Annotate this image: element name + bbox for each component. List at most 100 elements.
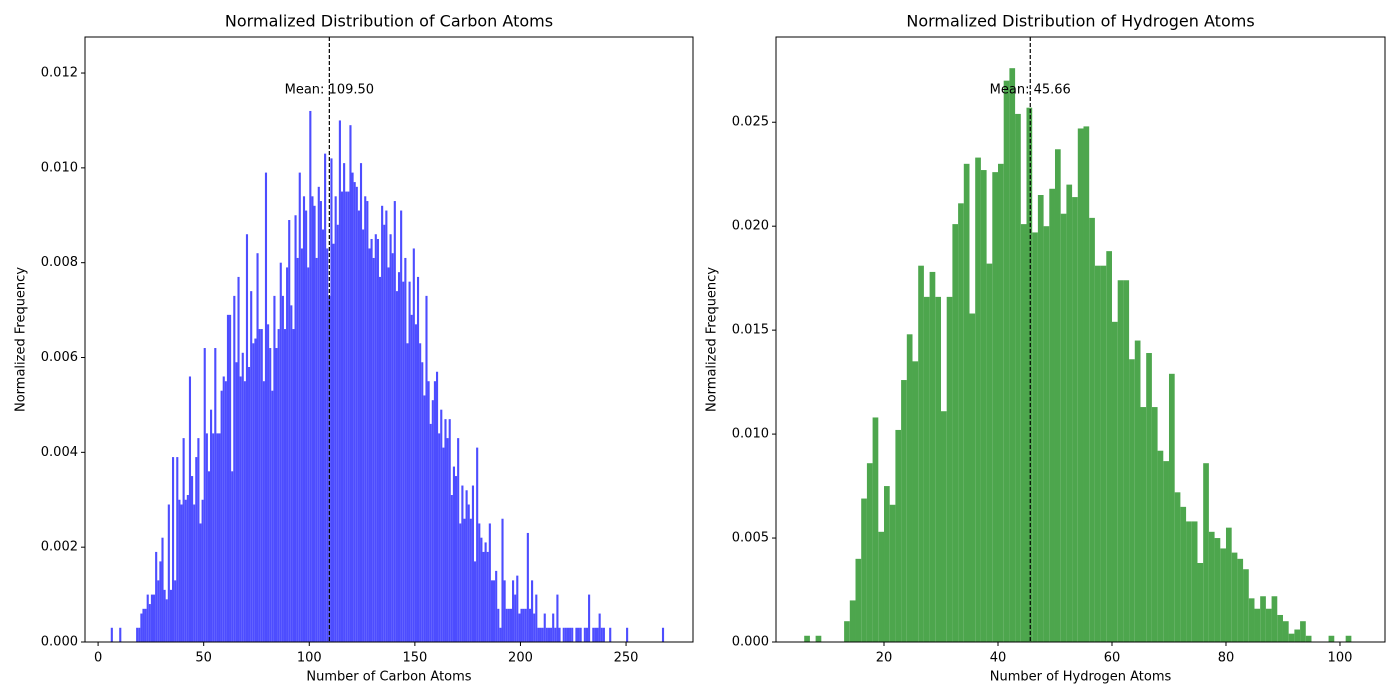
bar: [539, 627, 542, 642]
bar: [294, 215, 297, 642]
bar: [446, 438, 449, 642]
bar: [245, 234, 249, 642]
bar: [512, 580, 515, 642]
bar: [201, 499, 204, 642]
bar: [197, 438, 200, 642]
bar: [1237, 558, 1244, 642]
y-tick-label: 0.004: [41, 445, 78, 460]
bar: [275, 348, 278, 642]
bar: [248, 367, 251, 642]
x-tick-label: 0: [94, 651, 102, 666]
bar: [332, 243, 335, 643]
bar: [315, 257, 318, 642]
bar: [1231, 552, 1238, 642]
bar: [980, 170, 987, 643]
bar: [343, 163, 346, 642]
bar: [1094, 265, 1101, 642]
bar: [465, 490, 468, 642]
bar: [142, 608, 145, 642]
bar: [136, 627, 139, 642]
bar: [522, 608, 525, 642]
bar: [376, 238, 379, 642]
bar: [537, 627, 540, 642]
bar: [1083, 126, 1090, 643]
bar: [146, 594, 149, 642]
bar: [901, 380, 907, 642]
bar: [298, 172, 301, 642]
bar: [159, 561, 162, 642]
bar: [336, 224, 339, 643]
bar: [558, 627, 561, 642]
bar: [353, 182, 356, 642]
bar: [222, 376, 225, 642]
bar: [518, 613, 521, 642]
bar: [569, 627, 572, 642]
x-tick-label: 200: [508, 651, 533, 666]
bar: [526, 532, 529, 642]
bar: [478, 523, 481, 642]
bar: [598, 613, 601, 642]
x-tick-label: 250: [614, 651, 639, 666]
bar: [184, 499, 187, 642]
bar: [233, 295, 236, 642]
bar: [1186, 521, 1192, 642]
bar: [501, 518, 504, 642]
bar: [326, 248, 329, 642]
bar: [203, 348, 206, 642]
bar: [438, 433, 441, 642]
bar: [169, 589, 173, 642]
bar: [1300, 621, 1306, 642]
bar: [155, 551, 158, 642]
bar: [1163, 461, 1169, 642]
bar: [554, 627, 557, 642]
bar: [495, 570, 498, 642]
bar: [804, 635, 810, 642]
bar: [471, 485, 475, 642]
bar: [997, 163, 1004, 643]
y-tick-label: 0.000: [732, 635, 769, 650]
bar: [969, 313, 976, 642]
bar: [585, 627, 589, 642]
x-axis-label: Number of Hydrogen Atoms: [990, 670, 1172, 685]
bar: [383, 224, 386, 643]
bar: [425, 295, 428, 642]
bar: [849, 600, 856, 642]
bar: [547, 627, 551, 642]
y-axis-label: Normalized Frequency: [14, 267, 29, 412]
y-tick-label: 0.008: [41, 255, 78, 270]
bar: [516, 575, 519, 642]
bar: [1123, 280, 1130, 642]
bar: [1043, 226, 1050, 642]
bar: [258, 329, 261, 642]
bar: [1134, 340, 1141, 642]
bar: [193, 504, 196, 642]
bar: [1214, 538, 1221, 642]
bar: [338, 120, 341, 643]
bar: [347, 191, 350, 642]
bar: [594, 627, 597, 642]
bar: [281, 295, 284, 642]
x-tick-label: 40: [990, 651, 1007, 666]
bar: [290, 305, 293, 642]
bar: [1054, 149, 1061, 642]
bar: [497, 608, 500, 642]
y-tick-label: 0.020: [732, 219, 769, 234]
bar: [311, 196, 314, 642]
bar: [144, 608, 147, 642]
bar: [1146, 353, 1152, 642]
bar: [423, 395, 426, 642]
bar: [150, 594, 154, 642]
bar: [283, 329, 287, 642]
bar: [340, 191, 344, 642]
y-tick-label: 0.010: [732, 427, 769, 442]
bar: [381, 205, 384, 643]
bar: [269, 348, 272, 642]
bar: [330, 158, 333, 642]
mean-annotation: Mean: 45.66: [990, 83, 1071, 98]
bar: [541, 627, 544, 642]
bar: [600, 627, 603, 642]
bar: [509, 608, 513, 642]
bar: [288, 220, 291, 642]
bar: [321, 229, 325, 642]
